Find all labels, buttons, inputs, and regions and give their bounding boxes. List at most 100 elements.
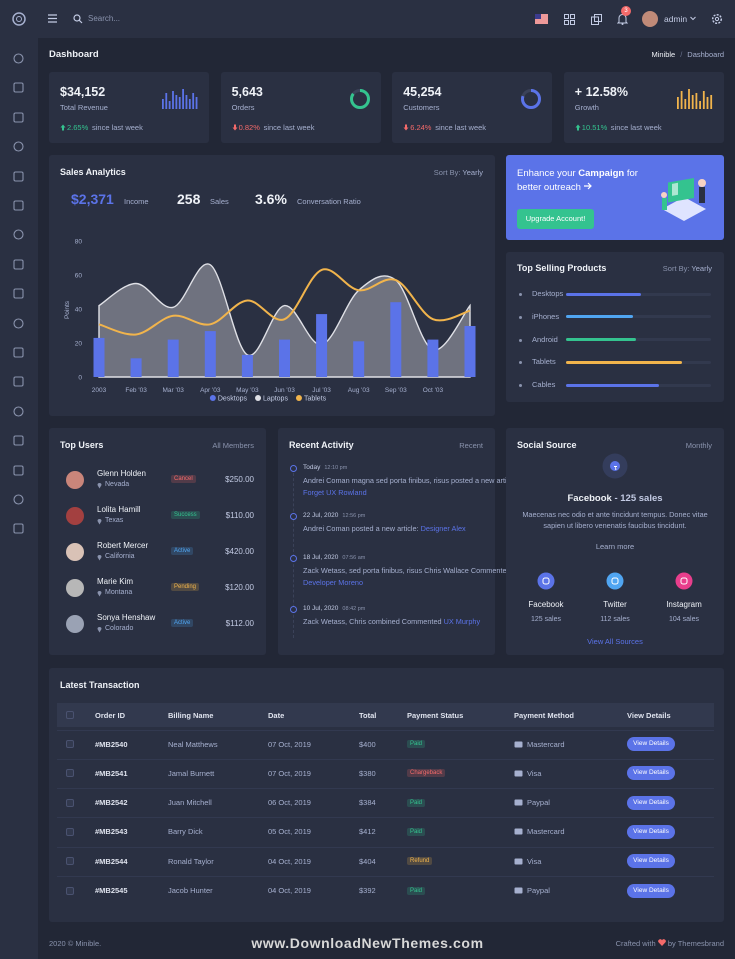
bar — [390, 302, 402, 377]
radial-value — [349, 89, 370, 109]
view-details-button[interactable]: View Details — [627, 737, 675, 751]
activity-date-text: 10 Jul, 2020 — [303, 605, 339, 612]
campaign-text-after: for better outreach — [517, 168, 638, 193]
nav-icon[interactable] — [13, 288, 24, 299]
product-bullet — [519, 293, 522, 296]
language-flag[interactable] — [535, 14, 548, 24]
x-tick-label: Jul '03 — [312, 387, 331, 394]
select-all-checkbox[interactable] — [66, 711, 74, 719]
nav-icon[interactable] — [13, 376, 24, 387]
row-checkbox[interactable] — [66, 740, 74, 748]
card-icon — [514, 887, 523, 894]
logo[interactable] — [11, 11, 27, 27]
learn-more-link[interactable]: Learn more — [595, 542, 635, 551]
nav-icon[interactable] — [13, 112, 24, 123]
stat-change: 2.65% — [67, 123, 89, 132]
activity-link[interactable]: Developer Moreno — [303, 577, 364, 587]
menu-toggle[interactable] — [48, 14, 58, 24]
progress-track — [566, 338, 711, 342]
sort-dropdown[interactable]: Sort By: Yearly — [663, 264, 712, 273]
cell-total: $384 — [359, 798, 376, 808]
cell-total: $400 — [359, 739, 376, 749]
headline-sales: - 125 sales — [614, 493, 663, 504]
filter-dropdown[interactable]: Monthly — [685, 441, 712, 450]
row-divider — [57, 758, 714, 760]
breadcrumb-item[interactable]: Minible — [651, 50, 676, 59]
nav-icon[interactable] — [13, 141, 24, 152]
source-icon-bg — [537, 572, 555, 590]
user-avatar — [66, 579, 84, 597]
area — [98, 263, 471, 378]
nav-icon[interactable] — [13, 318, 24, 329]
user-name: Marie Kim — [97, 577, 134, 586]
campaign-highlight: Campaign — [578, 168, 625, 179]
nav-icon[interactable] — [13, 259, 24, 270]
activity-link[interactable]: Forget UX Rowland — [303, 487, 367, 497]
row-checkbox[interactable] — [66, 886, 74, 895]
apps-icon[interactable] — [564, 14, 575, 25]
location-icon-shape — [97, 591, 102, 597]
cell-total: $392 — [359, 886, 376, 895]
nav-icon-shape — [13, 82, 24, 93]
upgrade-button[interactable]: Upgrade Account! — [517, 209, 594, 229]
activity-link[interactable]: UX Murphy — [443, 617, 481, 626]
filter-dropdown[interactable]: All Members — [212, 441, 254, 450]
nav-icon[interactable] — [13, 200, 24, 211]
nav-icon[interactable] — [13, 465, 24, 476]
progress-bar — [566, 360, 682, 364]
nav-icon[interactable] — [13, 406, 24, 417]
activity-link[interactable]: Designer Alex — [420, 524, 466, 533]
row-checkbox[interactable] — [66, 827, 74, 836]
nav-icon[interactable] — [13, 523, 24, 534]
view-details-button[interactable]: View Details — [627, 854, 675, 869]
nav-icon-shape — [13, 318, 24, 329]
nav-icon[interactable] — [13, 53, 24, 64]
fullscreen-icon[interactable] — [591, 14, 602, 25]
sort-value: Yearly — [691, 264, 712, 273]
view-details-button[interactable]: View Details — [627, 824, 675, 839]
filter-dropdown[interactable]: Recent — [459, 441, 483, 450]
nav-icon[interactable] — [13, 494, 24, 505]
summary-label: Income — [124, 197, 149, 206]
row-checkbox[interactable] — [66, 769, 74, 778]
view-all-link[interactable]: View All Sources — [587, 637, 643, 646]
row-checkbox[interactable] — [66, 857, 74, 866]
payment-status-badge: Paid — [407, 886, 426, 895]
payment-status-badge: Paid — [407, 827, 426, 836]
user-avatar[interactable] — [642, 11, 658, 27]
progress-track — [566, 360, 711, 364]
mini-bar — [185, 95, 188, 109]
nav-icon[interactable] — [13, 82, 24, 93]
view-details-button[interactable]: View Details — [627, 795, 675, 810]
nav-icon[interactable] — [13, 435, 24, 446]
x-tick-label: Mar '03 — [162, 387, 184, 394]
legend-label: Tablets — [304, 396, 327, 403]
stat-change: 0.82% — [238, 123, 260, 132]
view-details-button[interactable]: View Details — [627, 883, 675, 898]
sort-dropdown[interactable]: Sort By: Yearly — [434, 168, 483, 177]
status-badge: Cancel — [171, 475, 196, 483]
progress-track — [566, 292, 711, 296]
nav-icon[interactable] — [13, 229, 24, 240]
cell-name: Juan Mitchell — [168, 798, 212, 808]
sort-value: Yearly — [462, 168, 483, 177]
x-tick-label: Oct '03 — [423, 387, 444, 394]
stat-value: 45,254 — [403, 85, 442, 99]
nav-icon[interactable] — [13, 347, 24, 358]
view-details-button[interactable]: View Details — [627, 766, 675, 781]
table-header — [57, 703, 714, 727]
stat-value: $34,152 — [60, 85, 106, 99]
nav-icon-shape — [13, 435, 24, 446]
settings-icon[interactable] — [711, 13, 723, 25]
row-checkbox[interactable] — [66, 798, 74, 807]
user-amount: $112.00 — [225, 619, 254, 628]
sort-label: Sort By: — [662, 264, 690, 273]
line — [98, 268, 471, 336]
search-input[interactable]: Search... — [88, 14, 121, 23]
nav-icon[interactable] — [13, 171, 24, 182]
activity-date-text: 18 Jul, 2020 — [303, 554, 339, 561]
user-name[interactable]: admin — [664, 14, 688, 24]
footer-crafted: Crafted with — [615, 939, 656, 948]
mini-bar — [691, 95, 694, 109]
